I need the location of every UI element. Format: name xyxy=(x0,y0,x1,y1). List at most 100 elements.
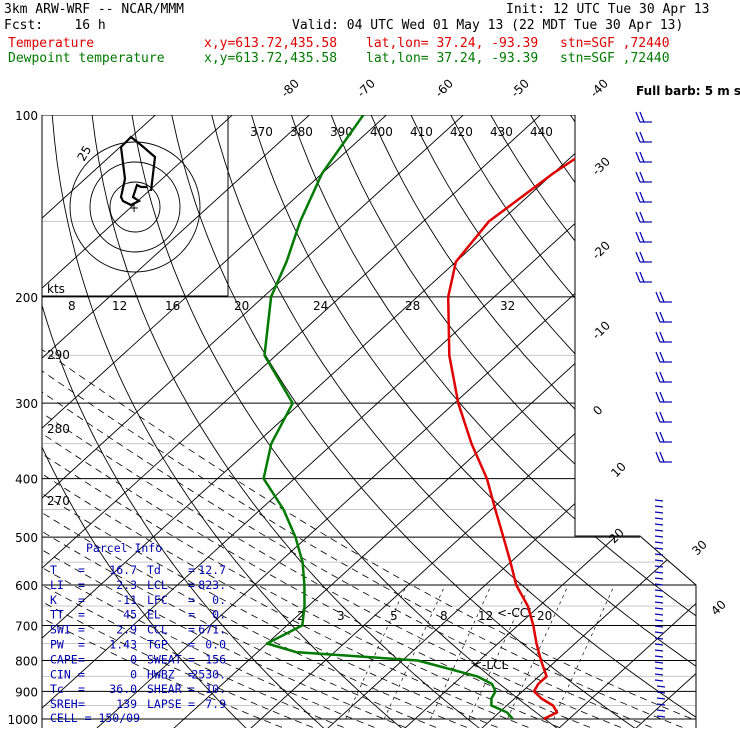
parcel-equals: = xyxy=(188,682,195,696)
wind-barb xyxy=(656,715,666,718)
wind-barb-flag xyxy=(635,251,641,263)
theta-tick-label: 390 xyxy=(330,125,353,139)
wind-barb-flag xyxy=(655,451,661,463)
isotherm-line xyxy=(546,115,696,728)
wind-barb-flag xyxy=(659,311,665,323)
wind-barb xyxy=(654,571,664,574)
wind-barb-flag xyxy=(635,131,641,143)
wind-barb xyxy=(656,691,666,694)
parcel-label: Tc xyxy=(50,682,64,696)
wind-barb xyxy=(654,589,664,592)
theta-tick-label: 410 xyxy=(410,125,433,139)
wind-barb xyxy=(654,655,664,658)
parcel-value: 10. xyxy=(205,682,226,696)
mixing-ratio-label: 8 xyxy=(440,609,448,623)
wind-barb-flag xyxy=(635,211,641,223)
isotherm-line xyxy=(42,115,244,728)
wind-barb xyxy=(654,595,664,598)
wind-barb xyxy=(656,703,666,706)
temperature-tick-label: 0 xyxy=(590,403,605,418)
parcel-value: 2.9 xyxy=(116,623,137,637)
wind-barb-flag xyxy=(635,191,641,203)
wind-barb xyxy=(654,625,664,628)
ccl-annotation: <-CCL xyxy=(497,606,535,620)
dry-adiabat-line xyxy=(91,115,485,728)
wind-barb xyxy=(656,709,666,712)
theta-tick-label: 430 xyxy=(490,125,513,139)
temperature-tick-label: -50 xyxy=(508,76,532,100)
parcel-info-title: Parcel Info xyxy=(86,541,162,555)
wind-barb-flag xyxy=(655,331,661,343)
parcel-value: 0. xyxy=(212,593,226,607)
parcel-value: 823. xyxy=(198,578,226,592)
dry-adiabat-line xyxy=(251,115,696,728)
moist-adiabat-line xyxy=(42,296,602,728)
parcel-equals: = xyxy=(188,667,195,681)
pressure-tick-label: 100 xyxy=(15,109,38,123)
wind-barb xyxy=(654,505,664,508)
dry-adiabat-line xyxy=(290,115,696,728)
wind-barb xyxy=(654,517,664,520)
wind-barb xyxy=(654,577,664,580)
dry-adiabat-line xyxy=(730,115,740,732)
dry-adiabat-line xyxy=(570,115,696,728)
wind-barb xyxy=(654,679,664,682)
dry-adiabat-line xyxy=(649,115,696,728)
parcel-value: 2530. xyxy=(191,667,226,681)
pressure-tick-label: 600 xyxy=(15,579,38,593)
wind-barb xyxy=(656,697,666,700)
wind-barb-flag xyxy=(639,151,645,163)
parcel-label: HWBZ xyxy=(147,667,175,681)
isotherm-line xyxy=(42,115,475,728)
height-label: 270 xyxy=(47,494,70,508)
theta-tick-label: 420 xyxy=(450,125,473,139)
right-border xyxy=(574,115,697,728)
parcel-equals: = xyxy=(188,578,195,592)
temperature-latlon: lat,lon= 37.24, -93.39 xyxy=(366,36,539,51)
wind-barb-flag xyxy=(639,231,645,243)
isotherm-line xyxy=(392,115,696,728)
wind-barb xyxy=(654,553,664,556)
wind-barb xyxy=(654,511,664,514)
parcel-label: CIN xyxy=(50,667,71,681)
barb-note: Full barb: 5 m s xyxy=(636,84,740,98)
parcel-value: 1.43 xyxy=(109,638,137,652)
model-title: 3km ARW-WRF -- NCAR/MMM xyxy=(4,2,185,17)
parcel-value: 36.0 xyxy=(109,682,137,696)
theta-tick-label: 370 xyxy=(250,125,273,139)
pressure-tick-label: 800 xyxy=(15,654,38,668)
dry-adiabat-line xyxy=(530,115,696,728)
moist-adiabat-line xyxy=(42,296,479,728)
hodograph-ring xyxy=(69,141,201,273)
parcel-value: 156 xyxy=(205,652,226,666)
parcel-equals: = xyxy=(78,652,85,666)
isotherm-line xyxy=(701,105,740,739)
pressure-tick-label: 900 xyxy=(15,685,38,699)
wind-barb xyxy=(654,559,664,562)
mixing-ratio-label: 12 xyxy=(478,609,493,623)
wind-barb-flag xyxy=(659,291,665,303)
wind-barb-flag xyxy=(655,351,661,363)
moist-adiabat-line xyxy=(42,296,355,728)
parcel-label: LFC xyxy=(147,593,168,607)
temperature-profile xyxy=(446,115,642,721)
mixing-ratio-line xyxy=(345,584,407,720)
moist-adiabat-line xyxy=(42,296,571,728)
hodograph-unit: kts xyxy=(47,282,65,296)
parcel-label: LI xyxy=(50,578,64,592)
temperature-tick-label: -80 xyxy=(278,76,302,100)
parcel-equals: = xyxy=(188,563,195,577)
temperature-xy: x,y=613.72,435.58 xyxy=(204,36,338,51)
hodograph-scale-label: 20 xyxy=(234,299,249,313)
mixing-ratio-line xyxy=(507,584,569,720)
hodograph-scale-label: 24 xyxy=(313,299,328,313)
height-label: 290 xyxy=(47,348,70,362)
wind-barb-flag xyxy=(659,411,665,423)
parcel-label: PW xyxy=(50,638,64,652)
lcl-annotation: <-LCL xyxy=(472,658,508,672)
wind-barb xyxy=(654,565,664,568)
wind-barb xyxy=(654,631,664,634)
wind-barb xyxy=(654,547,664,550)
wind-barb xyxy=(654,667,664,670)
